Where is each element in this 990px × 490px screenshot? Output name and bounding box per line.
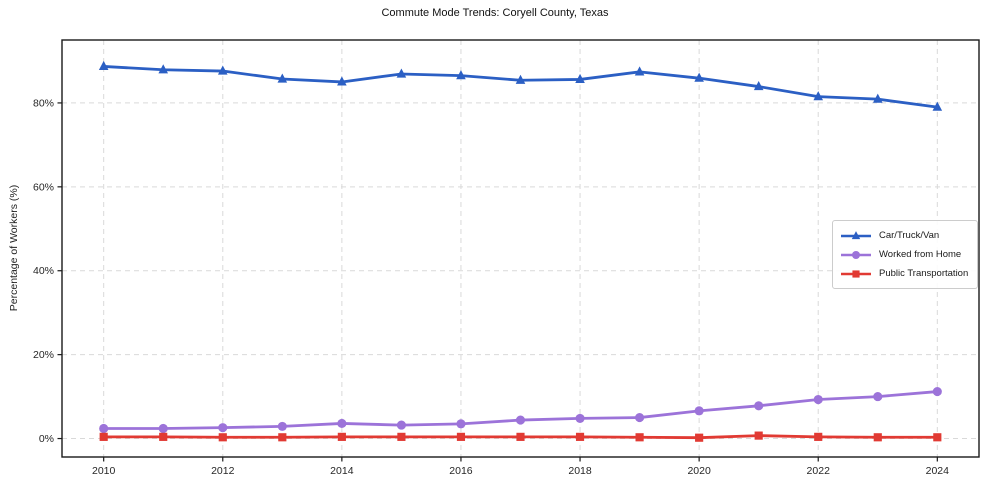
y-tick-label: 20% — [33, 349, 54, 361]
data-point — [814, 432, 823, 441]
x-tick-label: 2018 — [568, 465, 592, 477]
y-tick-label: 60% — [33, 181, 54, 193]
data-point — [218, 423, 228, 433]
data-point — [813, 91, 824, 101]
y-tick-label: 0% — [39, 433, 54, 445]
legend-label-public-transportation: Public Transportation — [879, 268, 969, 279]
data-point — [694, 72, 704, 82]
chart-title: Commute Mode Trends: Coryell County, Tex… — [381, 7, 609, 19]
x-tick-label: 2020 — [687, 465, 711, 477]
legend-label-worked-from-home: Worked from Home — [879, 249, 962, 260]
data-point — [99, 423, 109, 434]
data-point — [158, 64, 169, 74]
y-tick-label: 40% — [33, 265, 54, 277]
data-point — [575, 73, 585, 84]
data-point — [932, 101, 943, 111]
series-car-truck-van — [98, 60, 943, 111]
data-point — [159, 432, 168, 441]
data-point — [337, 76, 347, 86]
data-point — [98, 60, 109, 71]
data-point — [516, 432, 525, 441]
x-tick-label: 2024 — [926, 465, 950, 477]
data-point — [396, 68, 407, 78]
data-point — [337, 418, 347, 428]
legend-item-worked-from-home: Worked from Home — [840, 245, 968, 264]
axis-ticks: 2010 2012 2014 2016 2018 2020 2022 2024 0% 20% 40%… — [33, 97, 949, 477]
data-point — [851, 230, 861, 239]
data-point — [634, 66, 645, 76]
data-point — [694, 406, 704, 416]
legend-marker-worked-from-home-icon — [840, 248, 872, 262]
legend-label-car-truck-van: Car/Truck/Van — [879, 230, 940, 241]
series-car-truck-van-line — [102, 65, 939, 109]
data-point — [852, 269, 860, 278]
data-point — [217, 65, 228, 75]
legend-marker-car-truck-van-icon — [840, 229, 872, 243]
legend: Car/Truck/Van Worked from Home Public Tr… — [832, 220, 979, 289]
data-point — [456, 419, 466, 429]
x-tick-label: 2012 — [211, 465, 235, 477]
data-point — [754, 401, 764, 411]
legend-item-car-truck-van: Car/Truck/Van — [840, 226, 968, 245]
series-worked-from-home — [99, 386, 942, 434]
data-point — [932, 386, 942, 397]
data-point — [754, 431, 763, 440]
data-point — [695, 433, 704, 442]
data-point — [277, 73, 288, 83]
data-point — [635, 433, 644, 442]
data-point — [397, 432, 406, 441]
x-tick-label: 2022 — [807, 465, 831, 477]
data-point — [337, 432, 346, 441]
x-tick-label: 2014 — [330, 465, 354, 477]
data-point — [575, 432, 585, 441]
data-point — [753, 81, 764, 91]
data-point — [933, 433, 942, 442]
data-point — [515, 415, 526, 425]
data-point — [873, 392, 883, 402]
plot-border — [61, 39, 980, 458]
legend-marker-public-transportation-icon — [840, 267, 872, 281]
data-point — [278, 433, 287, 442]
x-tick-label: 2016 — [449, 465, 473, 477]
legend-item-public-transportation: Public Transportation — [840, 264, 968, 283]
data-point — [872, 93, 883, 103]
data-point — [396, 420, 406, 430]
data-point — [218, 433, 227, 442]
data-point — [158, 423, 168, 434]
data-point — [635, 413, 645, 423]
data-point — [852, 250, 860, 259]
series-public-transportation — [99, 431, 942, 442]
data-point — [575, 413, 585, 423]
x-tick-label: 2010 — [92, 465, 116, 477]
data-point — [99, 432, 108, 441]
data-point — [456, 432, 466, 441]
data-point — [813, 394, 823, 405]
data-point — [515, 74, 526, 84]
y-tick-label: 80% — [33, 97, 54, 109]
data-point — [873, 433, 882, 442]
data-point — [277, 421, 287, 431]
data-point — [456, 70, 466, 80]
